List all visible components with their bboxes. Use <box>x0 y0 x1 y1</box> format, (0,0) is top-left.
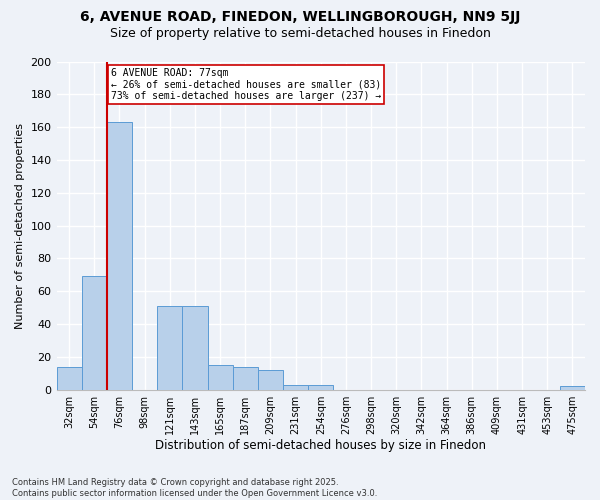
Bar <box>233 366 258 390</box>
Bar <box>208 365 233 390</box>
Bar <box>56 366 82 390</box>
X-axis label: Distribution of semi-detached houses by size in Finedon: Distribution of semi-detached houses by … <box>155 440 486 452</box>
Text: 6, AVENUE ROAD, FINEDON, WELLINGBOROUGH, NN9 5JJ: 6, AVENUE ROAD, FINEDON, WELLINGBOROUGH,… <box>80 10 520 24</box>
Text: Contains HM Land Registry data © Crown copyright and database right 2025.
Contai: Contains HM Land Registry data © Crown c… <box>12 478 377 498</box>
Text: 6 AVENUE ROAD: 77sqm
← 26% of semi-detached houses are smaller (83)
73% of semi-: 6 AVENUE ROAD: 77sqm ← 26% of semi-detac… <box>110 68 381 102</box>
Bar <box>258 370 283 390</box>
Bar <box>107 122 132 390</box>
Bar <box>283 385 308 390</box>
Bar <box>308 385 334 390</box>
Bar <box>82 276 107 390</box>
Text: Size of property relative to semi-detached houses in Finedon: Size of property relative to semi-detach… <box>110 28 490 40</box>
Bar <box>560 386 585 390</box>
Bar <box>157 306 182 390</box>
Bar <box>182 306 208 390</box>
Y-axis label: Number of semi-detached properties: Number of semi-detached properties <box>15 122 25 328</box>
